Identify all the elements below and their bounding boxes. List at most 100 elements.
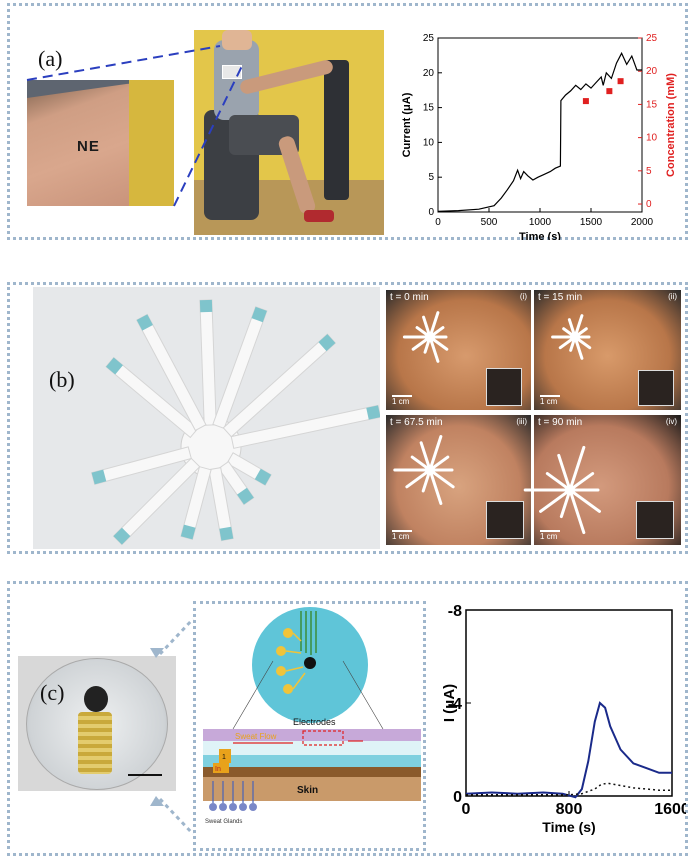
chart-a-xlabel: Time (s) xyxy=(519,231,561,240)
paper-strip xyxy=(222,333,337,438)
roman-2: (ii) xyxy=(668,292,677,301)
device-schematic: Electrodes Sweat Flow Skin Sweat Glands … xyxy=(203,607,421,825)
chart-c-ytick-label: -8 xyxy=(448,604,462,620)
arm-closeup-photo: NE xyxy=(27,80,174,206)
panel-c: (c) xyxy=(7,581,688,856)
chart-a-ytick-label: 5 xyxy=(428,172,434,183)
panel-b-label: (b) xyxy=(49,367,75,392)
strip-tip xyxy=(180,524,196,540)
paper-strip xyxy=(226,452,272,486)
paper-strip xyxy=(208,467,234,542)
paper-strip xyxy=(212,306,268,430)
strip-tip xyxy=(366,405,380,420)
chart-a-xtick-label: 500 xyxy=(481,217,498,228)
time-label-4: t = 90 min xyxy=(538,417,583,428)
time-label-1: t = 0 min xyxy=(390,292,429,303)
strip-tip xyxy=(199,299,213,313)
chart-a-concentration-point xyxy=(606,88,613,95)
scale-label-2: 1 cm xyxy=(540,397,558,406)
strip-body xyxy=(222,333,337,438)
electrodes-label: Electrodes xyxy=(293,717,336,727)
strip-tip xyxy=(219,526,234,541)
chart-a-y2tick-label: 25 xyxy=(646,33,658,44)
paper-strip xyxy=(180,466,212,540)
chart-a-frame xyxy=(437,37,643,213)
chart-a: 0 500 1000 1500 2000 0 5 10 15 20 25 0 5 10 15 20 25 Time… xyxy=(401,33,677,240)
strip-tip xyxy=(113,527,131,545)
chart-a-xtick-label: 1000 xyxy=(529,217,552,228)
strip-tip xyxy=(237,487,254,505)
roman-4: (iv) xyxy=(665,417,677,426)
paper-strip xyxy=(218,460,255,506)
chart-a-y2tick-label: 5 xyxy=(646,166,652,177)
chart-a-concentration-point xyxy=(617,78,624,85)
strip-body xyxy=(180,466,212,540)
scale-label-4: 1 cm xyxy=(540,532,558,541)
zoom-arrows xyxy=(150,617,195,836)
chart-c-xtick-label: 0 xyxy=(462,801,471,818)
chart-a-y2tick-label: 20 xyxy=(646,66,658,77)
panel-c-label: (c) xyxy=(40,680,65,705)
chart-a-ytick-label: 20 xyxy=(423,68,435,79)
chart-a-y2tick-label: 15 xyxy=(646,99,658,110)
chart-a-concentration-point xyxy=(582,98,589,105)
strip-tip xyxy=(251,306,267,323)
chart-c-xlabel: Time (s) xyxy=(542,819,595,835)
chart-a-ytick-label: 25 xyxy=(423,33,435,44)
scale-bar-2 xyxy=(540,395,560,397)
scale-label-3: 1 cm xyxy=(392,532,410,541)
sweat-strip-photo: (b) xyxy=(33,287,380,549)
chart-a-ytick-label: 0 xyxy=(428,207,434,218)
time-label-3: t = 67.5 min xyxy=(390,417,443,428)
exercise-bike-photo xyxy=(194,30,384,235)
sweat-glands-label: Sweat Glands xyxy=(205,819,242,825)
time-label-2: t = 15 min xyxy=(538,292,583,303)
panel-b: (b) t = 0 min (i) 1 cm t = 15 min (ii) 1… xyxy=(7,282,688,554)
panel-a: (a) NE 0 500 1000 1500 2000 0 5 10 15 20 25 0 5 10 15 2… xyxy=(7,3,688,240)
paper-strip xyxy=(105,356,199,439)
chart-a-xtick-label: 0 xyxy=(435,217,441,228)
scale-bar-3 xyxy=(392,530,412,532)
strip-tip xyxy=(318,334,336,352)
chart-c-xtick-label: 1600 xyxy=(654,801,686,818)
sweat-flow-label: Sweat Flow xyxy=(235,732,277,741)
zoom-lines xyxy=(26,45,243,207)
roman-1: (i) xyxy=(519,292,527,301)
scale-label-1: 1 cm xyxy=(392,397,410,406)
chart-a-xtick-label: 2000 xyxy=(631,217,654,228)
chart-a-ylabel: Current (μA) xyxy=(401,92,413,157)
chart-a-y2label: Concentration (mM) xyxy=(665,73,677,177)
in-label: In xyxy=(215,766,221,773)
chart-c: 0 800 1600 0 -4 -8 Time (s) I (μA) xyxy=(441,604,686,835)
zoom-frame xyxy=(193,601,426,851)
chart-a-y2tick-label: 0 xyxy=(646,199,652,210)
time-photo-2: t = 15 min (ii) 1 cm xyxy=(534,290,681,410)
paper-strip xyxy=(112,457,201,546)
chart-a-y2tick-label: 10 xyxy=(646,133,658,144)
strip-tip xyxy=(106,357,123,375)
panel-a-label: (a) xyxy=(38,46,63,71)
time-photo-4: t = 90 min (iv) 1 cm xyxy=(534,415,681,545)
strip-tip xyxy=(254,468,272,486)
paper-star-strips xyxy=(90,299,380,546)
scale-bar-4 xyxy=(540,530,560,532)
skin-label: Skin xyxy=(297,785,318,796)
time-photo-1: t = 0 min (i) 1 cm xyxy=(386,290,531,410)
paper-strip xyxy=(90,446,192,485)
chart-a-ytick-label: 15 xyxy=(423,103,435,114)
paper-strip xyxy=(136,313,207,432)
sweat-patch-photo: (c) xyxy=(18,656,176,791)
strip-tip xyxy=(91,469,107,485)
roman-3: (iii) xyxy=(516,417,527,426)
chart-c-sweat-line xyxy=(465,701,672,799)
tattoo-sensor: NE xyxy=(77,138,100,155)
chart-c-ytick-label: -4 xyxy=(448,696,462,713)
chart-c-ylabel: I (μA) xyxy=(441,684,458,722)
chart-c-xtick-label: 800 xyxy=(556,801,583,818)
paper-strip xyxy=(199,299,217,426)
paper-strip xyxy=(230,404,380,449)
time-photo-3: t = 67.5 min (iii) 1 cm xyxy=(386,415,531,545)
scale-bar-1 xyxy=(392,395,412,397)
chart-a-ytick-label: 10 xyxy=(423,137,435,148)
strip-body xyxy=(199,299,217,426)
